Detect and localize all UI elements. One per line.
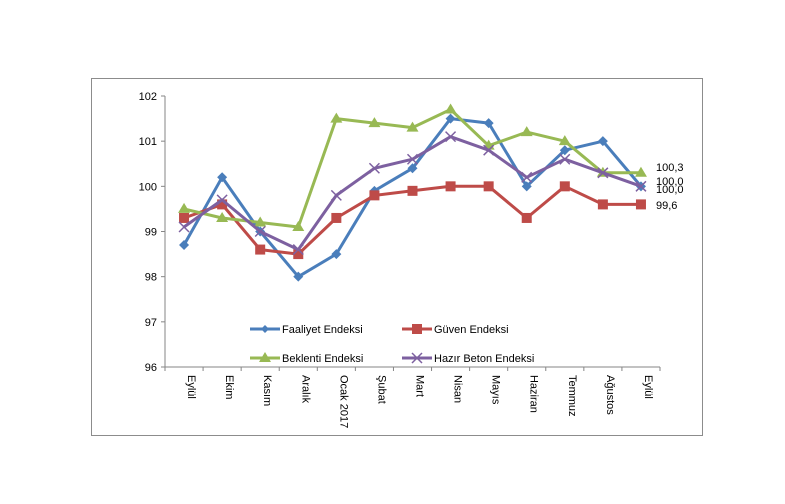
chart-axes: 96 97 98 99 100 101 102 Eylül Ekim Kasım Aralık Oca… [139, 91, 661, 428]
data-point [634, 166, 647, 177]
x-tick-label: Mayıs [490, 375, 502, 405]
data-point [217, 172, 228, 183]
legend-item-faaliyet: Faaliyet Endeksi [250, 324, 363, 336]
data-point [521, 181, 532, 192]
x-tick-label: Ağustos [604, 375, 616, 415]
data-point [179, 212, 190, 223]
y-tick-label: 99 [145, 227, 157, 239]
end-label-guven: 99,6 [656, 200, 677, 212]
data-point [178, 221, 190, 233]
x-tick-label: Eylül [642, 375, 654, 399]
legend-label-faaliyet: Faaliyet Endeksi [282, 324, 363, 336]
data-point [520, 126, 533, 137]
data-point [597, 167, 609, 179]
x-tick-label: Aralık [299, 375, 311, 404]
data-point [254, 216, 267, 227]
x-tick-label: Nisan [452, 375, 464, 403]
data-point [444, 103, 457, 114]
data-point [216, 194, 228, 206]
y-tick-label: 100 [139, 181, 157, 193]
data-point [292, 244, 304, 256]
x-tick-label: Mart [414, 375, 426, 397]
data-point [368, 117, 381, 128]
series-1 [179, 181, 646, 260]
data-point [254, 225, 266, 238]
data-point [483, 181, 494, 192]
data-point [216, 211, 229, 222]
legend: Faaliyet Endeksi Güven Endeksi Beklenti … [250, 324, 534, 365]
data-point [331, 249, 342, 260]
end-labels: 100,3 100,0 100,0 99,6 [656, 162, 684, 212]
series-0 [179, 113, 646, 282]
data-point [521, 171, 533, 183]
x-tick-label: Temmuz [566, 375, 578, 417]
chart-frame [91, 78, 703, 436]
data-point [445, 113, 456, 124]
x-tick-label: Ocak 2017 [337, 375, 349, 428]
x-tick-label: Şubat [375, 375, 387, 404]
data-point [483, 144, 495, 156]
data-point [407, 185, 418, 196]
legend-label-hazir-beton: Hazır Beton Endeksi [434, 353, 534, 365]
data-point [559, 153, 571, 165]
legend-item-beklenti: Beklenti Endeksi [250, 352, 363, 365]
y-tick-label: 101 [139, 136, 157, 148]
data-point [293, 249, 304, 260]
data-point [559, 181, 570, 192]
data-point [255, 244, 266, 255]
data-point [558, 135, 571, 146]
data-point [331, 212, 342, 223]
series-3 [178, 131, 647, 256]
data-point [406, 153, 419, 165]
legend-item-hazir-beton: Hazır Beton Endeksi [402, 352, 534, 365]
x-tick-label: Kasım [261, 375, 273, 406]
data-point [635, 199, 646, 210]
data-point [217, 199, 228, 210]
legend-label-guven: Güven Endeksi [434, 324, 509, 336]
y-tick-label: 97 [145, 317, 157, 329]
y-tick-label: 102 [139, 91, 157, 103]
series-line [182, 117, 643, 279]
y-tick-label: 98 [145, 272, 157, 284]
x-tick-label: Haziran [528, 375, 540, 413]
x-tick-label: Eylül [185, 375, 197, 399]
data-point [597, 199, 608, 210]
end-label-faaliyet: 100,0 [656, 176, 684, 188]
data-point [368, 162, 380, 174]
data-point [178, 202, 191, 213]
data-point [369, 190, 380, 201]
data-point [292, 220, 305, 231]
legend-label-beklenti: Beklenti Endeksi [282, 353, 363, 365]
series-group [178, 103, 647, 282]
legend-item-guven: Güven Endeksi [402, 324, 509, 336]
data-point [445, 131, 457, 143]
series-2 [178, 103, 647, 231]
data-point [483, 118, 494, 129]
data-point [635, 180, 647, 192]
end-label-hazir-beton: 100,0 [656, 184, 684, 196]
end-label-beklenti: 100,3 [656, 162, 684, 174]
data-point [330, 112, 343, 123]
data-point [559, 145, 570, 156]
data-point [521, 212, 532, 223]
data-point [407, 163, 418, 174]
x-tick-label: Ekim [223, 375, 235, 399]
data-point [445, 181, 456, 192]
data-point [330, 189, 342, 201]
data-point [179, 240, 190, 251]
data-point [406, 121, 419, 132]
data-point [293, 271, 304, 282]
data-point [597, 136, 608, 147]
y-tick-label: 96 [145, 362, 157, 374]
